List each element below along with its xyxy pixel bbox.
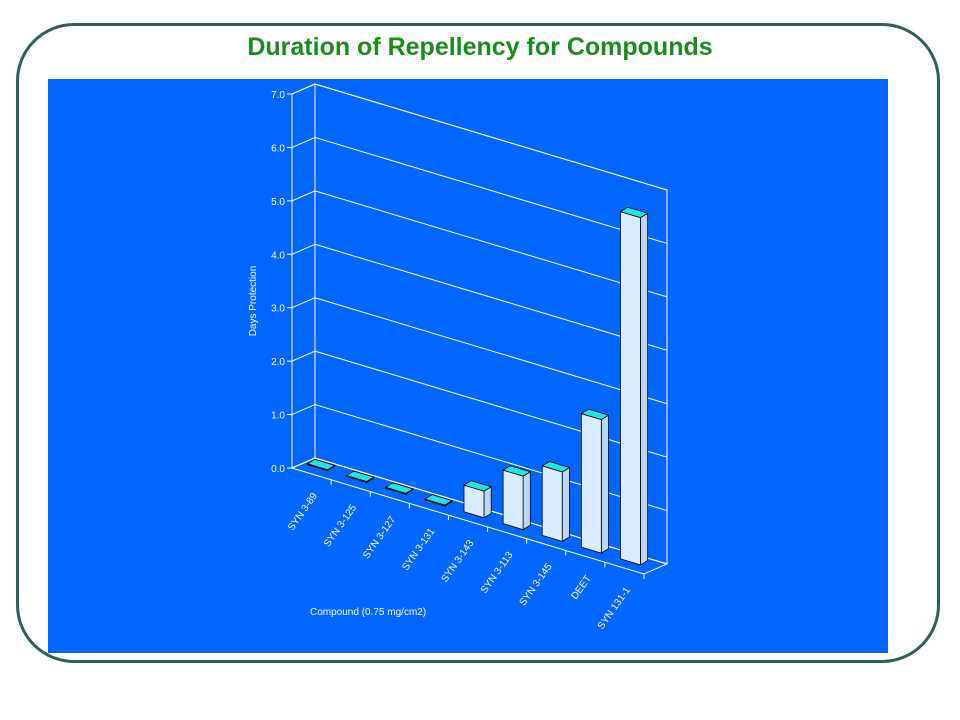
- bar: [620, 211, 641, 566]
- x-tick-label: SYN 3-89: [286, 491, 320, 533]
- side-wall: [291, 83, 316, 469]
- bar: [541, 465, 563, 542]
- side-gridline: [291, 136, 316, 148]
- bar: [580, 413, 602, 554]
- side-gridline: [291, 350, 316, 362]
- y-tick-label: 4.0: [271, 250, 285, 261]
- bar-chart-3d: 0.0 1.0 2.0 3.0 4.0 5.0 6.0 7.0 Days Protection S…: [248, 83, 669, 632]
- bar-top: [345, 470, 375, 482]
- bar-side: [561, 466, 570, 543]
- bar-side: [483, 485, 492, 519]
- back-gridline: [314, 190, 668, 298]
- x-tick-label: SYN 131-1: [596, 585, 633, 632]
- bar-top: [502, 465, 532, 477]
- bar-top: [619, 206, 649, 219]
- x-tick-label: SYN 3-131: [400, 526, 437, 573]
- side-gridline: [291, 404, 316, 416]
- bar-side: [522, 471, 531, 531]
- side-gridline: [291, 190, 316, 202]
- chart-area: 0.0 1.0 2.0 3.0 4.0 5.0 6.0 7.0 Days Protection S…: [48, 79, 888, 653]
- y-tick-label: 5.0: [271, 197, 285, 208]
- y-tick-label: 0.0: [271, 464, 285, 475]
- side-gridline: [291, 297, 316, 309]
- y-tick-label: 1.0: [271, 411, 285, 422]
- x-axis-label: Compound (0.75 mg/cm2): [310, 607, 426, 618]
- back-gridline: [314, 297, 668, 405]
- y-tick-label: 6.0: [271, 143, 285, 154]
- x-tick-label: SYN 3-143: [439, 538, 476, 585]
- bar-top: [541, 461, 571, 473]
- side-gridline: [291, 83, 316, 95]
- bar-top: [463, 480, 493, 492]
- x-tick-label: SYN 3-125: [322, 503, 359, 550]
- bar-top: [580, 408, 610, 421]
- back-gridline: [314, 350, 668, 458]
- bar-side: [600, 414, 609, 554]
- bar-top: [306, 458, 336, 471]
- side-gridline: [291, 243, 316, 255]
- back-gridline: [314, 83, 668, 191]
- y-tick-label: 7.0: [271, 90, 285, 101]
- x-tick-label: SYN 3-113: [479, 550, 516, 596]
- slide-frame: [16, 23, 940, 663]
- back-gridline: [314, 243, 668, 351]
- bar-top: [384, 482, 414, 494]
- y-axis-label: Days Protection: [248, 266, 259, 337]
- y-tick-label: 3.0: [271, 304, 285, 315]
- y-tick-label: 2.0: [271, 357, 285, 368]
- side-gridline: [291, 457, 316, 469]
- slide-title: Duration of Repellency for Compounds: [247, 33, 713, 61]
- bar-top: [423, 494, 454, 506]
- x-tick-label: SYN 3-145: [518, 561, 555, 608]
- x-tick-label: DEET: [569, 574, 593, 602]
- bar-side: [640, 212, 649, 566]
- bar: [502, 469, 524, 531]
- back-gridline: [314, 136, 668, 244]
- x-tick-label: SYN 3-127: [361, 514, 398, 561]
